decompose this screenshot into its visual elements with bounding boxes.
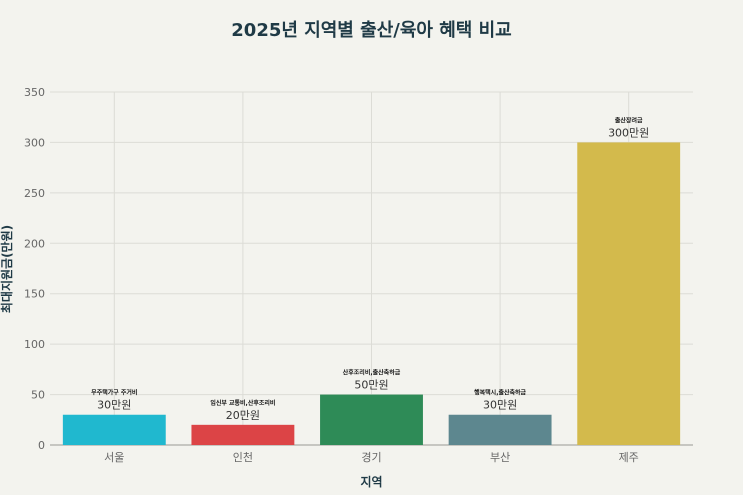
- bar-value-label: 30만원: [483, 399, 517, 412]
- y-tick-label: 50: [31, 389, 45, 402]
- bar-top-label: 임신부 교통비,산후조리비: [210, 399, 275, 407]
- bar-value-label: 20만원: [226, 409, 260, 422]
- chart-title: 2025년 지역별 출산/육아 혜택 비교: [231, 20, 511, 41]
- bar-4: [448, 414, 552, 445]
- bar-1: [62, 414, 166, 445]
- bar-value-label: 300만원: [608, 126, 649, 139]
- y-tick-label: 100: [24, 338, 45, 351]
- y-tick-label: 0: [38, 439, 45, 452]
- x-tick-label: 경기: [361, 451, 381, 464]
- bar-top-label: 무주택가구 주거비: [91, 389, 137, 397]
- bar-value-label: 50만원: [354, 379, 388, 392]
- bar-value-label: 30만원: [97, 399, 131, 412]
- y-tick-label: 200: [24, 237, 45, 250]
- x-tick-label: 서울: [104, 451, 124, 464]
- x-tick-label: 부산: [490, 451, 510, 464]
- bar-top-label: 산후조리비,출산축하금: [343, 369, 401, 377]
- bars-layer: [62, 142, 681, 445]
- y-tick-label: 250: [24, 187, 45, 200]
- x-tick-label: 인천: [233, 450, 253, 464]
- bar-5: [577, 142, 681, 445]
- x-axis-title: 지역: [360, 474, 382, 489]
- bar-top-label: 행복택시,출산축하금: [474, 389, 526, 397]
- y-tick-label: 350: [24, 86, 45, 99]
- bar-2: [191, 424, 295, 445]
- y-tick-label: 300: [24, 136, 45, 149]
- y-tick-label: 150: [24, 288, 45, 301]
- bar-3: [320, 394, 423, 445]
- x-tick-label: 제주: [619, 451, 639, 464]
- bar-top-label: 출산장려금: [615, 116, 643, 124]
- y-axis-title: 최대지원금(만원): [0, 225, 14, 313]
